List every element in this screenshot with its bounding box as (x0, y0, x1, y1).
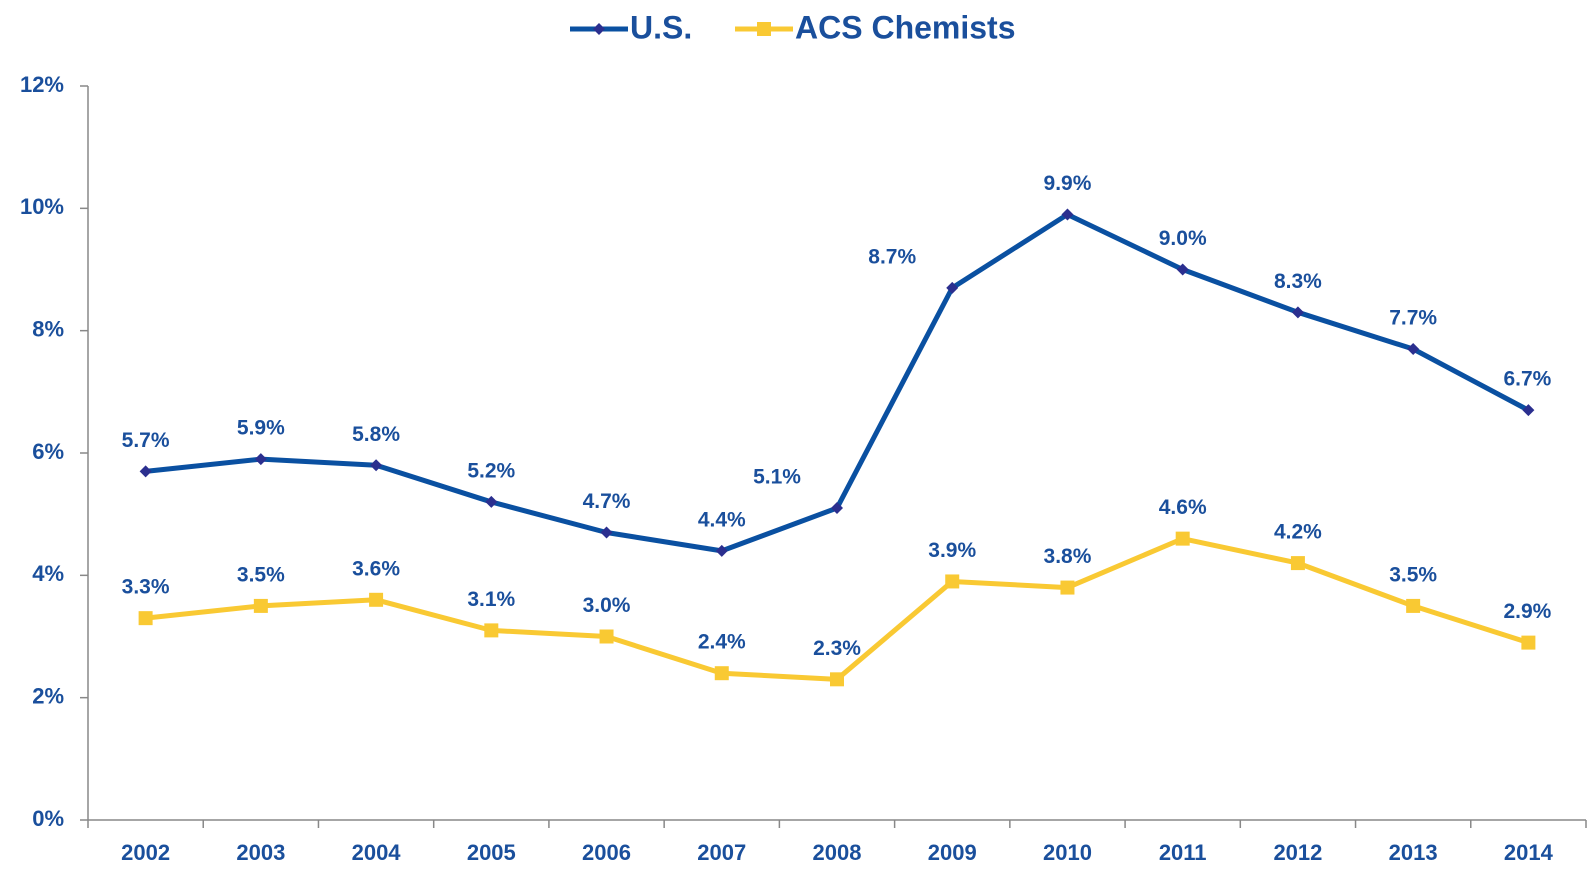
point-marker (831, 502, 843, 515)
y-tick-label: 4% (32, 561, 64, 586)
point-marker (1522, 404, 1535, 417)
x-tick-label: 2005 (467, 840, 516, 865)
x-tick-label: 2014 (1504, 840, 1554, 865)
data-label: 4.2% (1274, 521, 1322, 544)
x-tick-label: 2006 (582, 840, 631, 865)
point-marker (715, 544, 728, 557)
data-label: 3.5% (237, 563, 285, 586)
point-marker (484, 623, 499, 638)
data-label: 3.6% (352, 557, 400, 580)
point-marker (485, 495, 498, 508)
point-marker (600, 526, 613, 539)
legend-marker (593, 23, 605, 35)
point-marker (1290, 556, 1305, 571)
data-label: 3.1% (467, 588, 515, 611)
data-label: 2.9% (1503, 600, 1551, 623)
data-label: 3.9% (928, 539, 976, 562)
point-marker (599, 629, 614, 644)
point-marker (1060, 580, 1075, 595)
legend-marker (757, 22, 771, 36)
x-tick-label: 2010 (1043, 840, 1092, 865)
point-marker (369, 592, 384, 607)
x-tick-label: 2003 (236, 840, 285, 865)
data-label: 2.4% (698, 631, 746, 654)
data-label: 3.8% (1044, 545, 1092, 568)
x-tick-label: 2002 (121, 840, 170, 865)
x-tick-label: 2008 (813, 840, 862, 865)
x-tick-label: 2012 (1273, 840, 1322, 865)
x-tick-label: 2004 (352, 840, 402, 865)
y-tick-label: 12% (20, 72, 64, 97)
data-label: 5.8% (352, 423, 400, 446)
point-marker (1061, 208, 1074, 221)
x-tick-label: 2009 (928, 840, 977, 865)
data-label: 5.9% (237, 417, 285, 440)
y-tick-label: 10% (20, 194, 64, 219)
legend-label: ACS Chemists (795, 9, 1016, 45)
data-label: 5.2% (467, 459, 515, 482)
point-marker (370, 459, 383, 472)
data-label: 3.3% (122, 576, 170, 599)
point-marker (945, 574, 960, 589)
data-label: 8.3% (1274, 270, 1322, 293)
data-label: 9.0% (1159, 227, 1207, 250)
point-marker (138, 611, 153, 626)
point-marker (253, 598, 268, 613)
data-label: 4.7% (583, 490, 631, 513)
series-line (145, 211, 1530, 554)
data-label: 3.0% (583, 594, 631, 617)
point-marker (1291, 306, 1304, 319)
x-tick-label: 2011 (1159, 840, 1207, 865)
data-label: 2.3% (813, 637, 861, 660)
point-marker (830, 672, 844, 687)
data-label: 5.1% (753, 466, 801, 489)
legend-label: U.S. (630, 9, 692, 45)
x-tick-label: 2007 (697, 840, 746, 865)
y-tick-label: 2% (32, 683, 64, 708)
data-label: 5.7% (122, 429, 170, 452)
point-marker (1176, 263, 1189, 276)
point-marker (139, 465, 152, 478)
data-label: 6.7% (1503, 368, 1551, 391)
y-tick-label: 8% (32, 316, 64, 341)
data-label: 4.4% (698, 508, 746, 531)
data-label: 8.7% (868, 245, 916, 268)
point-marker (946, 281, 959, 294)
point-marker (1521, 635, 1536, 650)
data-label: 4.6% (1159, 496, 1207, 519)
x-tick-label: 2013 (1389, 840, 1438, 865)
y-tick-label: 6% (32, 439, 64, 464)
point-marker (1406, 598, 1421, 613)
point-marker (1175, 531, 1190, 546)
data-label: 9.9% (1044, 172, 1092, 195)
point-marker (714, 666, 729, 681)
data-label: 3.5% (1389, 563, 1437, 586)
y-tick-label: 0% (32, 806, 64, 831)
point-marker (254, 453, 267, 466)
data-label: 7.7% (1389, 307, 1437, 330)
point-marker (1407, 343, 1420, 356)
